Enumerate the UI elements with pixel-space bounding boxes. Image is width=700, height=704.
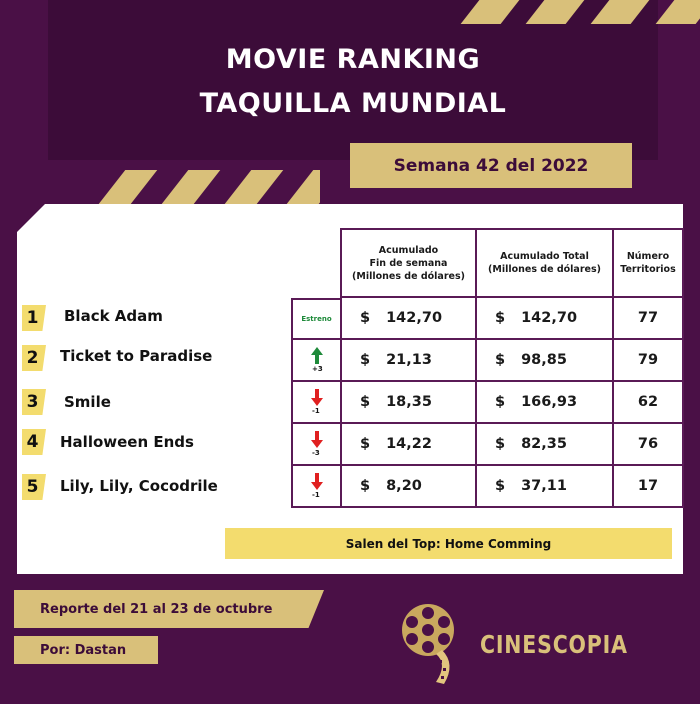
arrow-down-icon (310, 398, 323, 406)
total-cell: $166,93 (475, 380, 614, 424)
territories-cell: 62 (612, 380, 684, 424)
rank-badge: 2 (22, 345, 46, 371)
rank-badge: 5 (22, 474, 46, 500)
trend-cell: -3 (291, 422, 342, 466)
total-cell: $37,11 (475, 464, 614, 508)
movie-title: Ticket to Paradise (60, 347, 213, 365)
out-of-top-banner: Salen del Top: Home Comming (225, 528, 672, 559)
territories-cell: 79 (612, 338, 684, 382)
weekend-cell: $18,35 (340, 380, 477, 424)
weekend-cell: $142,70 (340, 296, 477, 340)
rank-badge: 4 (22, 429, 46, 455)
movie-title: Black Adam (64, 307, 163, 325)
weekend-cell: $14,22 (340, 422, 477, 466)
author-label: Por: Dastan (14, 636, 158, 664)
trend-cell: -1 (291, 380, 342, 424)
total-cell: $142,70 (475, 296, 614, 340)
arrow-up-icon (310, 347, 323, 355)
arrow-down-icon (310, 440, 323, 448)
column-header-territories: Número Territorios (612, 228, 684, 298)
week-badge: Semana 42 del 2022 (350, 143, 632, 188)
trend-cell: +3 (291, 338, 342, 382)
weekend-cell: $8,20 (340, 464, 477, 508)
page-title: MOVIE RANKING TAQUILLA MUNDIAL (199, 44, 507, 119)
movie-title: Smile (64, 393, 111, 411)
decor-stripes-top (440, 0, 700, 24)
column-header-total: Acumulado Total (Millones de dólares) (475, 228, 614, 298)
territories-cell: 17 (612, 464, 684, 508)
territories-cell: 76 (612, 422, 684, 466)
movie-title: Lily, Lily, Cocodrile (60, 477, 218, 495)
rank-badge: 3 (22, 389, 46, 415)
brand-name: CINESCOPIA (480, 630, 628, 659)
total-cell: $98,85 (475, 338, 614, 382)
territories-cell: 77 (612, 296, 684, 340)
total-cell: $82,35 (475, 422, 614, 466)
film-reel-icon (402, 604, 454, 684)
title-panel (48, 0, 658, 160)
arrow-down-icon (310, 482, 323, 490)
weekend-cell: $21,13 (340, 338, 477, 382)
movie-title: Halloween Ends (60, 433, 194, 451)
trend-cell: Estreno (291, 298, 342, 340)
estreno-label: Estreno (301, 315, 332, 323)
report-dates: Reporte del 21 al 23 de octubre (14, 590, 324, 628)
trend-cell: -1 (291, 464, 342, 508)
rank-badge: 1 (22, 305, 46, 331)
decor-stripes-mid (90, 170, 320, 204)
column-header-weekend: Acumulado Fin de semana (Millones de dól… (340, 228, 477, 298)
